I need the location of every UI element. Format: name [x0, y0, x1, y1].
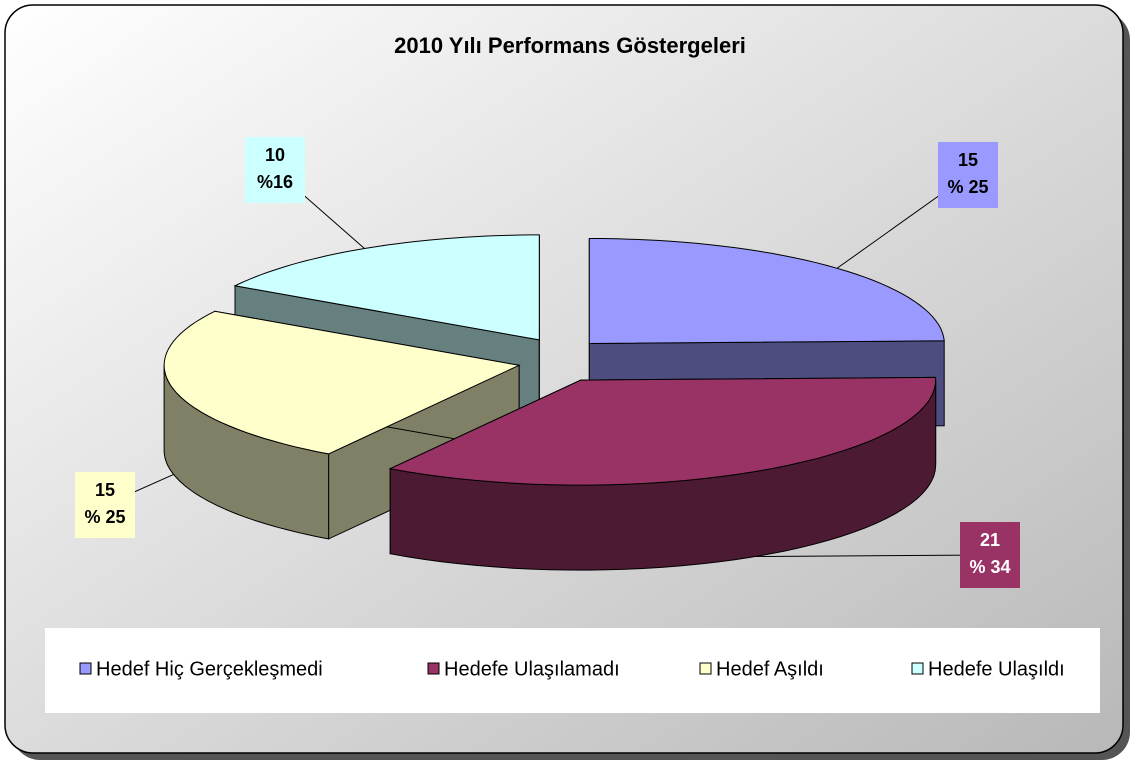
- legend-box: [45, 628, 1100, 713]
- pie: [163, 234, 945, 571]
- chart-title: 2010 Yılı Performans Göstergeleri: [394, 33, 746, 58]
- legend-label: Hedefe Ulaşılamadı: [444, 658, 620, 680]
- slice: [388, 376, 937, 571]
- percent-label: % 25: [947, 177, 988, 197]
- slice-top: [588, 238, 945, 345]
- legend-swatch: [427, 662, 440, 675]
- legend-swatch: [699, 662, 712, 675]
- legend-swatch: [911, 662, 924, 675]
- legend: Hedef Hiç Gerçekleşmedi Hedefe Ulaşılamad…: [79, 658, 1065, 680]
- slice-top: [163, 310, 521, 455]
- legend-label: Hedefe Ulaşıldı: [928, 658, 1065, 680]
- label-box: [960, 522, 1020, 588]
- legend-label: Hedef Aşıldı: [716, 658, 824, 680]
- value-label: 21: [980, 530, 1000, 550]
- slice-top: [233, 234, 540, 341]
- label-box: [75, 472, 135, 538]
- legend-label: Hedef Hiç Gerçekleşmedi: [96, 658, 323, 680]
- value-label: 15: [958, 150, 978, 170]
- leader-line: [755, 554, 991, 557]
- percent-label: %16: [257, 172, 293, 192]
- legend-swatch: [79, 662, 92, 675]
- label-box: [245, 137, 305, 203]
- slice-top: [388, 376, 937, 486]
- percent-label: % 34: [969, 557, 1010, 577]
- value-label: 10: [265, 145, 285, 165]
- percent-label: % 25: [84, 507, 125, 527]
- label-box: [938, 142, 998, 208]
- value-label: 15: [95, 480, 115, 500]
- labels: 15 % 25 21 % 34 15 % 25 10 %16: [75, 137, 1020, 588]
